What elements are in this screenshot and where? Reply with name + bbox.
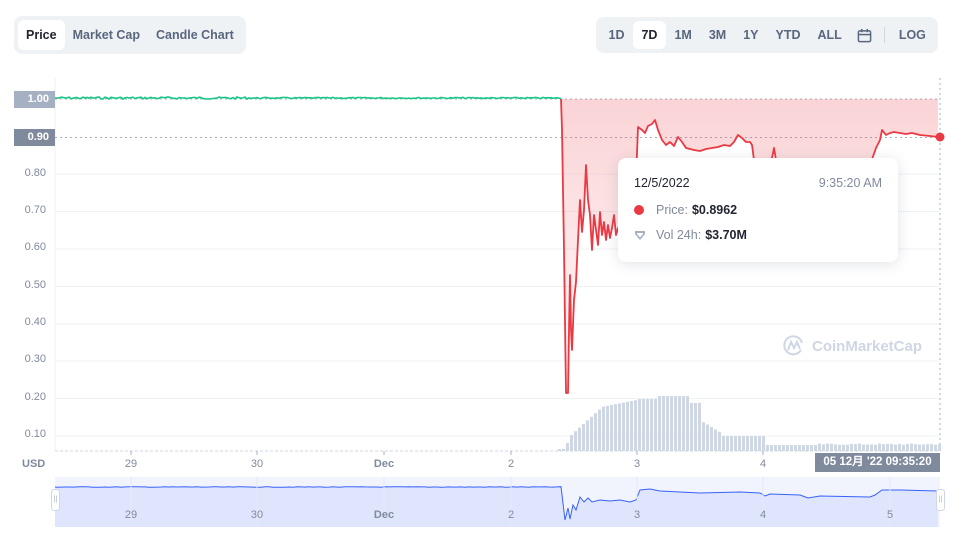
navigator-tick: 5 xyxy=(886,509,894,521)
range-1m[interactable]: 1M xyxy=(674,28,692,42)
y-tick: 0.10 xyxy=(24,428,46,440)
x-tick: Dec xyxy=(373,458,395,470)
y-badge-1.00: 1.00 xyxy=(14,91,55,108)
crosshair-x-label: 05 12月 '22 09:35:20 xyxy=(815,453,940,472)
currency-label: USD xyxy=(22,458,46,470)
calendar-button[interactable] xyxy=(850,21,879,49)
watermark-text: CoinMarketCap xyxy=(812,337,923,355)
navigator-tick: Dec xyxy=(373,509,395,521)
range-ytd[interactable]: YTD xyxy=(775,28,801,42)
price-tooltip: 12/5/2022 9:35:20 AM Price: $0.8962 Vol … xyxy=(618,158,898,262)
current-price-dot xyxy=(935,132,945,142)
range-selector: 1D 7D 1M 3M 1Y YTD ALL LOG xyxy=(596,17,939,53)
range-1d[interactable]: 1D xyxy=(608,28,625,42)
tab-market-cap[interactable]: Market Cap xyxy=(72,28,140,42)
y-tick: 0.50 xyxy=(24,279,46,291)
x-tick: 3 xyxy=(633,458,641,470)
watermark: CoinMarketCap xyxy=(782,334,922,358)
x-tick: 30 xyxy=(250,458,264,470)
x-tick: 29 xyxy=(124,458,138,470)
tooltip-price-row: Price: $0.8962 xyxy=(634,203,737,217)
range-all[interactable]: ALL xyxy=(817,28,842,42)
navigator-tick: 2 xyxy=(507,509,515,521)
navigator-tick: 4 xyxy=(759,509,767,521)
price-line-up xyxy=(55,95,562,101)
navigator-handle-left[interactable]: || xyxy=(51,489,60,511)
x-tick: 2 xyxy=(507,458,515,470)
y-badge-0.90: 0.90 xyxy=(14,129,55,146)
range-7d[interactable]: 7D xyxy=(632,21,666,49)
chart-type-tabs: Price Market Cap Candle Chart xyxy=(14,16,246,54)
y-tick: 0.60 xyxy=(24,241,46,253)
calendar-icon xyxy=(857,28,872,42)
tooltip-volume-value: $3.70M xyxy=(705,228,747,242)
navigator-handle-right[interactable]: || xyxy=(936,489,945,511)
navigator-fill xyxy=(55,486,938,527)
range-3m[interactable]: 3M xyxy=(708,28,727,42)
tooltip-volume-label: Vol 24h: xyxy=(656,228,702,242)
tab-candle-chart[interactable]: Candle Chart xyxy=(155,28,234,42)
navigator-tick: 29 xyxy=(124,509,138,521)
navigator-line xyxy=(54,486,939,521)
log-scale-toggle[interactable]: LOG xyxy=(898,28,926,42)
price-fill-area xyxy=(561,99,938,393)
y-tick: 0.70 xyxy=(24,204,46,216)
tooltip-price-value: $0.8962 xyxy=(691,203,738,217)
volume-shield-icon xyxy=(635,230,645,240)
tab-price[interactable]: Price xyxy=(18,20,65,50)
x-tick: 4 xyxy=(759,458,767,470)
price-dot-icon xyxy=(634,205,644,215)
navigator-tick: 3 xyxy=(633,509,641,521)
range-1y[interactable]: 1Y xyxy=(743,28,759,42)
coinmarketcap-logo-icon xyxy=(783,335,803,356)
navigator-tick: 30 xyxy=(250,509,264,521)
volume-bars xyxy=(558,396,941,451)
tooltip-date: 12/5/2022 xyxy=(634,176,690,190)
y-tick: 0.80 xyxy=(24,167,46,179)
y-tick: 0.30 xyxy=(24,353,46,365)
y-tick: 0.40 xyxy=(24,316,46,328)
tooltip-volume-row: Vol 24h: $3.70M xyxy=(634,228,747,242)
y-tick: 0.20 xyxy=(24,391,46,403)
tooltip-price-label: Price: xyxy=(656,203,688,217)
tooltip-time: 9:35:20 AM xyxy=(818,176,882,190)
divider xyxy=(884,27,886,43)
